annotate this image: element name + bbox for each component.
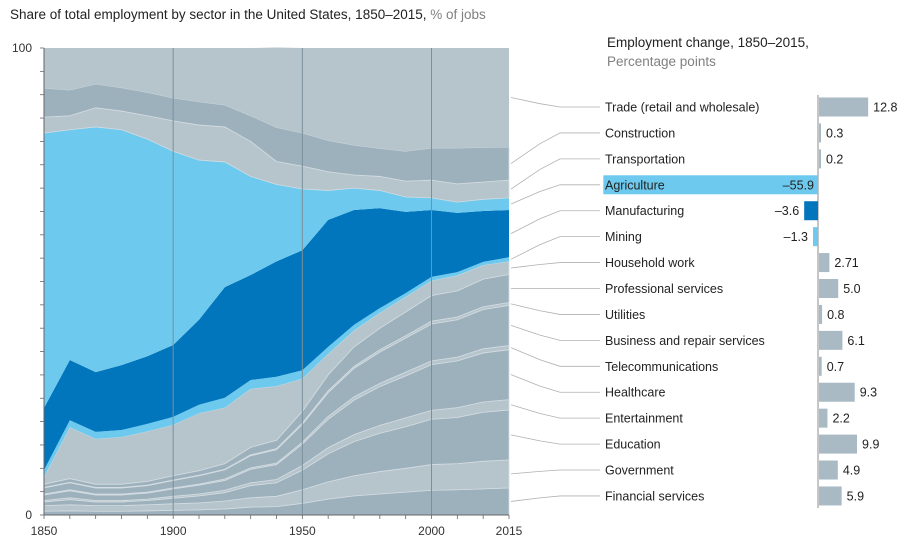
change-bar (819, 304, 823, 324)
sector-label: Telecommunications (605, 360, 718, 374)
change-value-label: –1.3 (784, 230, 808, 244)
sector-label: Entertainment (605, 412, 683, 426)
leader-line (510, 158, 600, 190)
change-row: Government 4.9 (510, 460, 860, 480)
change-bar (819, 330, 843, 350)
change-bar (819, 253, 830, 273)
leader-line (510, 325, 600, 341)
change-bar (819, 97, 869, 117)
sector-label: Mining (605, 230, 642, 244)
change-bar (813, 227, 818, 247)
leader-line (510, 495, 600, 502)
leader-line (510, 469, 600, 475)
change-value-label: 0.8 (827, 308, 844, 322)
change-row: Business and repair services 6.1 (510, 325, 865, 350)
sector-label: Healthcare (605, 386, 665, 400)
leader-line (510, 347, 600, 367)
y-tick-label: 0 (25, 508, 32, 522)
sector-label: Manufacturing (605, 204, 684, 218)
area-layer-construction (43, 83, 510, 185)
change-value-label: 0.2 (826, 152, 843, 166)
change-row: Manufacturing –3.6 (510, 201, 818, 234)
sector-label: Professional services (605, 282, 723, 296)
x-tick-label: 2015 (496, 524, 523, 538)
sector-label: Construction (605, 126, 675, 140)
sector-label: Government (605, 464, 674, 478)
change-row: Transportation 0.2 (510, 149, 843, 190)
change-row: Professional services 5.0 (510, 279, 861, 299)
change-bar (819, 486, 842, 506)
sector-label: Agriculture (605, 178, 665, 192)
change-panel-subtitle: Percentage points (607, 54, 716, 69)
title-text: Share of total employment by sector in t… (10, 7, 427, 22)
area-layer-trade-retail-and-wholesale- (44, 47, 509, 152)
change-bar (603, 175, 818, 195)
change-row: Agriculture –55.9 (510, 175, 818, 205)
leader-line (510, 236, 600, 260)
change-bar (819, 460, 838, 480)
change-value-label: 5.0 (843, 282, 860, 296)
change-row: Utilities 0.8 (510, 303, 844, 324)
change-row: Household work 2.71 (510, 253, 859, 273)
change-value-label: 0.7 (827, 360, 844, 374)
change-value-label: –3.6 (775, 204, 799, 218)
change-panel-title: Employment change, 1850–2015, (607, 35, 809, 50)
sector-label: Trade (retail and wholesale) (605, 101, 759, 115)
area-layer-manufacturing (44, 208, 509, 471)
change-panel-header: Employment change, 1850–2015, Percentage… (607, 33, 809, 71)
leader-line (510, 184, 600, 205)
sector-label: Utilities (605, 308, 645, 322)
x-tick-label: 1950 (289, 524, 316, 538)
leader-line (510, 132, 600, 164)
sector-label: Education (605, 438, 661, 452)
change-value-label: 12.8 (873, 101, 897, 115)
change-bar (819, 382, 855, 402)
x-tick-label: 2000 (418, 524, 445, 538)
change-row: Trade (retail and wholesale) 12.8 (510, 97, 898, 117)
change-bar (819, 434, 858, 454)
area-layer-agriculture (44, 126, 509, 409)
x-tick-label: 1850 (31, 524, 58, 538)
leader-line (510, 262, 600, 269)
y-tick-label: 100 (12, 41, 32, 55)
change-value-label: 0.3 (826, 126, 843, 140)
leader-line (510, 303, 600, 315)
sector-label: Business and repair services (605, 334, 765, 348)
change-row: Entertainment 2.2 (510, 404, 850, 428)
leader-line (510, 404, 600, 419)
change-value-label: 2.71 (834, 256, 858, 270)
change-value-label: 9.3 (860, 386, 877, 400)
change-bar (804, 201, 818, 221)
change-row: Telecommunications 0.7 (510, 347, 844, 376)
area-layer-mining (44, 257, 509, 478)
leader-line (510, 210, 600, 234)
change-row: Financial services 5.9 (510, 486, 864, 506)
change-bar (819, 149, 821, 169)
leader-line (510, 434, 600, 445)
change-bar (819, 123, 821, 143)
leader-line (510, 374, 600, 393)
change-bar (819, 356, 822, 376)
change-value-label: 4.9 (843, 464, 860, 478)
sector-label: Transportation (605, 152, 685, 166)
change-row: Healthcare 9.3 (510, 374, 877, 402)
change-row: Mining –1.3 (510, 227, 818, 260)
change-row: Construction 0.3 (510, 123, 843, 164)
leader-line (510, 97, 600, 108)
change-value-label: –55.9 (783, 178, 814, 192)
change-bar (819, 408, 828, 428)
sector-label: Household work (605, 256, 695, 270)
change-bar (819, 279, 839, 299)
change-row: Education 9.9 (510, 434, 879, 454)
change-value-label: 9.9 (862, 438, 879, 452)
change-value-label: 2.2 (832, 412, 849, 426)
x-tick-label: 1900 (160, 524, 187, 538)
chart-title: Share of total employment by sector in t… (10, 7, 486, 22)
sector-label: Financial services (605, 489, 704, 503)
change-value-label: 5.9 (847, 489, 864, 503)
title-unit: % of jobs (430, 7, 486, 22)
change-value-label: 6.1 (847, 334, 864, 348)
